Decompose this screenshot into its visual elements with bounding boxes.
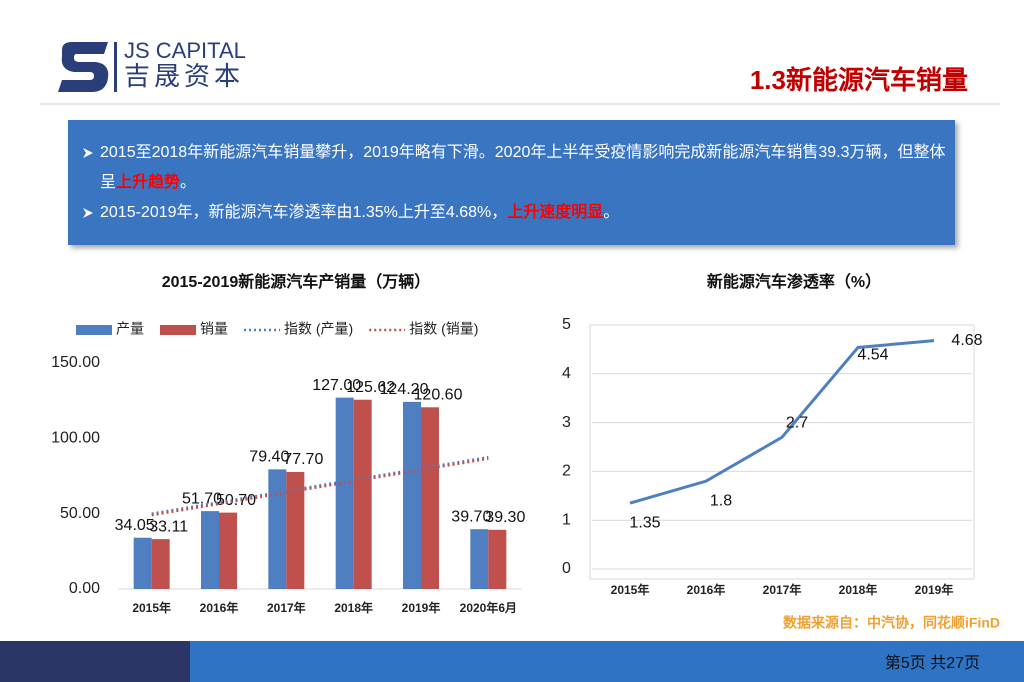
legend-label: 指数 (销量)	[409, 321, 478, 337]
data-label: 33.11	[149, 518, 188, 535]
y-tick-label: 0.00	[69, 580, 100, 597]
bar	[133, 537, 152, 589]
legend-swatch	[160, 325, 196, 335]
y-tick-label: 100.00	[51, 430, 100, 447]
legend-swatch	[76, 325, 112, 335]
bar	[488, 529, 507, 589]
data-label: 127.00	[312, 377, 361, 394]
highlight-text: 上升趋势	[116, 174, 181, 191]
legend-label: 销量	[200, 321, 228, 337]
data-label: 77.70	[283, 451, 323, 468]
y-tick-label: 3	[562, 414, 571, 431]
x-tick-label: 2017年	[763, 582, 802, 597]
data-label: 39.70	[451, 508, 491, 525]
bar	[353, 399, 372, 589]
data-label: 4.68	[951, 332, 982, 349]
bar	[201, 511, 219, 589]
bar	[151, 539, 170, 589]
page-number: 第5页 共27页	[885, 654, 980, 672]
data-label: 4.54	[857, 347, 888, 364]
bar	[219, 512, 237, 589]
bullet-text: 。	[603, 204, 620, 221]
footer-right	[190, 641, 1024, 682]
legend-label: 产量	[116, 321, 144, 337]
data-label: 120.60	[414, 387, 463, 404]
highlight-text: 上升速度明显	[507, 204, 604, 221]
bullet: 2015-2019年，新能源汽车渗透率由1.35%上升至4.68%，上升速度明显…	[82, 198, 950, 228]
data-label: 1.8	[710, 492, 732, 509]
data-label: 34.05	[115, 517, 155, 534]
chart-title: 2015-2019新能源汽车产销量（万辆）	[162, 272, 431, 291]
y-tick-label: 4	[562, 365, 571, 382]
x-tick-label: 2019年	[915, 582, 954, 597]
y-tick-label: 150.00	[51, 354, 100, 371]
chart-title: 新能源汽车渗透率（%）	[707, 272, 881, 291]
bar	[421, 407, 439, 589]
logo-mark	[58, 42, 117, 92]
data-label: 2.7	[786, 414, 808, 431]
source-note: 数据来源自：中汽协，同花顺iFinD	[783, 615, 1000, 631]
y-tick-label: 1	[562, 511, 571, 528]
data-label: 1.35	[629, 514, 660, 531]
footer-left	[0, 641, 190, 682]
bar	[470, 529, 489, 589]
bullet-box: 2015至2018年新能源汽车销量攀升，2019年略有下滑。2020年上半年受疫…	[68, 120, 955, 245]
bar	[403, 401, 421, 589]
bullet-marker	[83, 148, 93, 158]
bar	[335, 397, 354, 589]
trend-line	[151, 455, 489, 515]
logo-cn: 吉晟资本	[124, 61, 244, 91]
y-tick-label: 2	[562, 463, 571, 480]
x-tick-label: 2016年	[200, 600, 239, 615]
bullet: 2015至2018年新能源汽车销量攀升，2019年略有下滑。2020年上半年受疫…	[82, 138, 950, 198]
bullet-text: 2015-2019年，新能源汽车渗透率由1.35%上升至4.68%，	[100, 204, 508, 221]
bullet-marker	[83, 208, 93, 218]
plot-border	[589, 324, 975, 580]
x-tick-label: 2015年	[611, 582, 650, 597]
legend-label: 指数 (产量)	[284, 321, 353, 337]
data-label: 125.62	[346, 379, 395, 396]
x-tick-label: 2019年	[402, 600, 441, 615]
bullet-text: 2015至2018年新能源汽车销量攀升，2019年略有下滑。2020年上半年受疫…	[100, 144, 946, 191]
y-tick-label: 50.00	[60, 505, 100, 522]
line	[629, 339, 935, 505]
x-tick-label: 2018年	[839, 582, 878, 597]
x-tick-label: 2018年	[334, 600, 373, 615]
logo-en: JS CAPITAL	[124, 38, 246, 63]
trend-line	[151, 457, 489, 517]
bullet-text: 。	[180, 174, 197, 191]
x-tick-label: 2020年6月	[460, 600, 517, 615]
bar	[268, 469, 287, 589]
slide-title: 1.3新能源汽车销量	[750, 65, 968, 95]
y-tick-label: 5	[562, 316, 571, 333]
x-tick-label: 2016年	[687, 582, 726, 597]
x-tick-label: 2017年	[267, 600, 306, 615]
data-label: 79.40	[249, 449, 289, 466]
x-tick-label: 2015年	[132, 600, 171, 615]
data-label: 39.30	[485, 509, 525, 526]
data-label: 124.20	[380, 381, 429, 398]
y-tick-label: 0	[562, 560, 571, 577]
bar	[286, 471, 305, 589]
